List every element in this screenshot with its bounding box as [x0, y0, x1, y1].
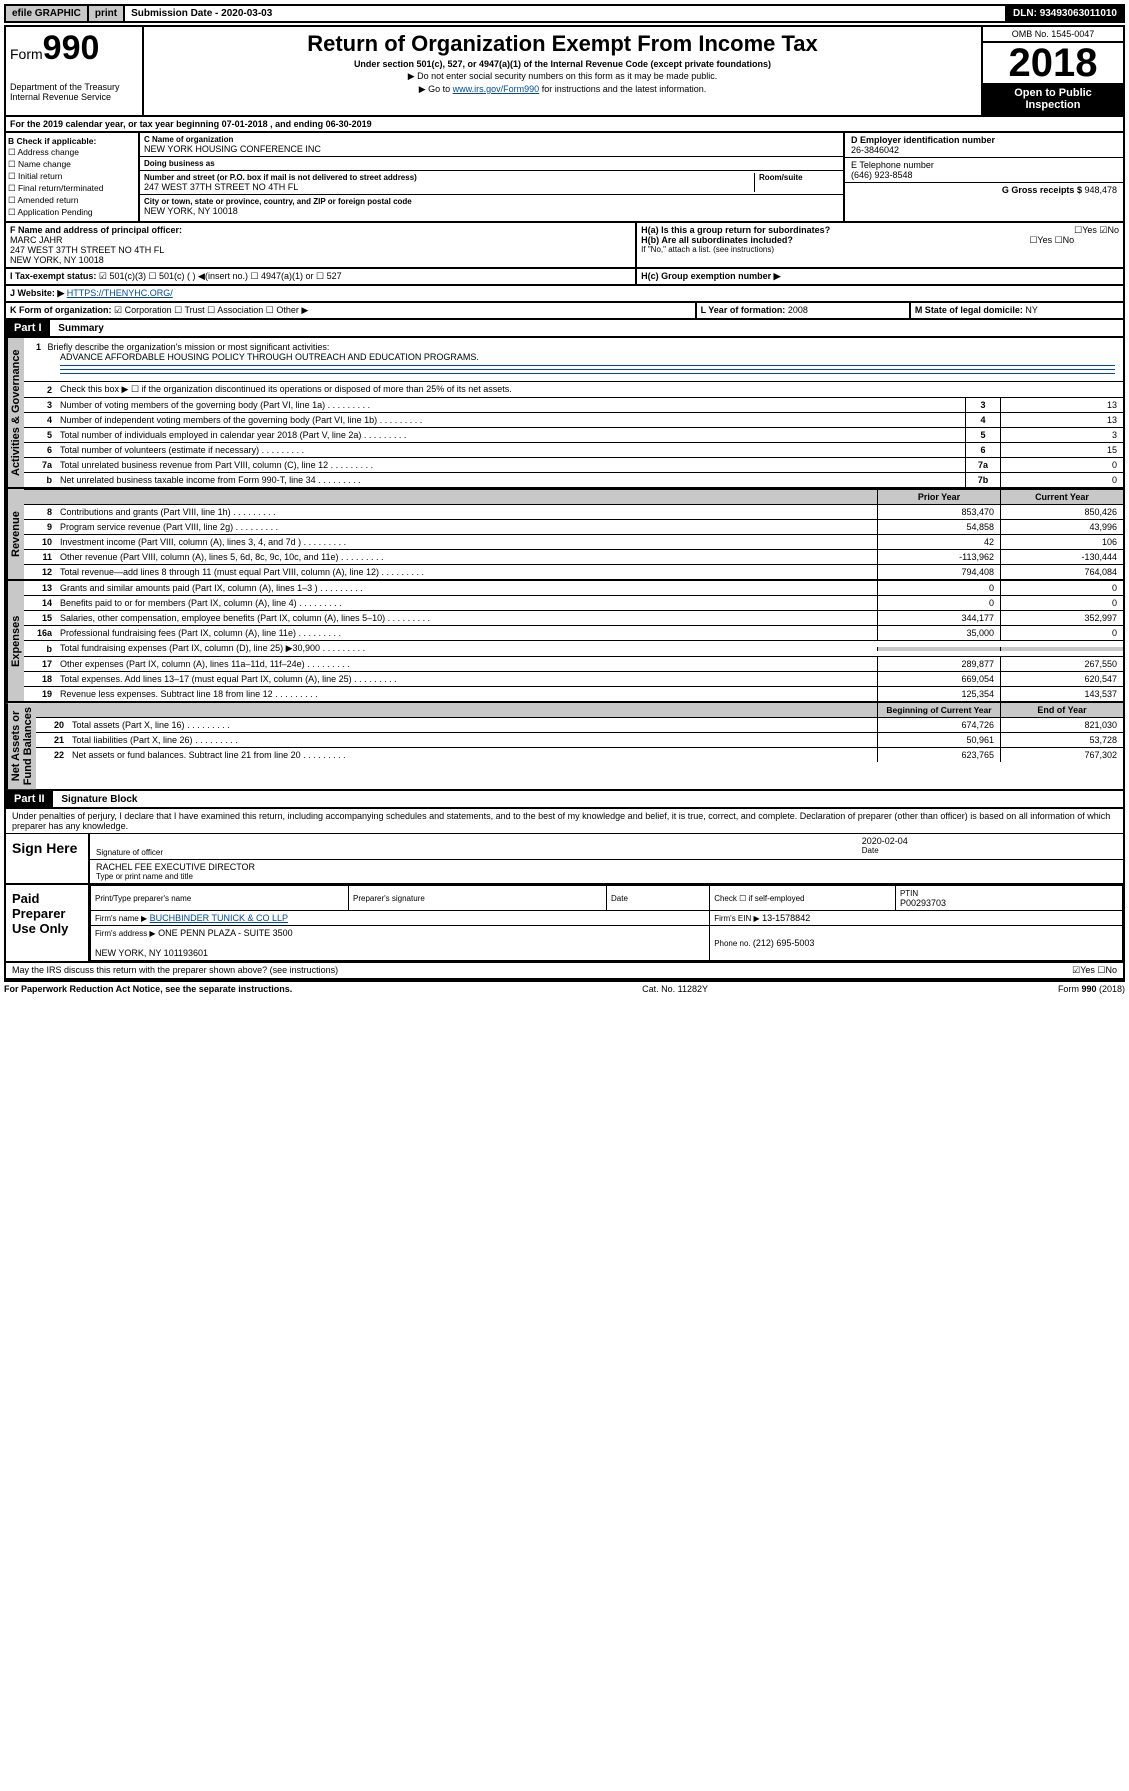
table-row: 7aTotal unrelated business revenue from … — [24, 458, 1123, 473]
table-row: 9Program service revenue (Part VIII, lin… — [24, 520, 1123, 535]
year-block: OMB No. 1545-0047 2018 Open to Public In… — [981, 27, 1123, 115]
table-row: 14Benefits paid to or for members (Part … — [24, 596, 1123, 611]
governance-section: Activities & Governance 1 Briefly descri… — [4, 338, 1125, 489]
check-name[interactable]: ☐ Name change — [8, 159, 136, 170]
domicile: NY — [1025, 305, 1038, 315]
ha-checks[interactable]: ☐Yes ☑No — [1074, 225, 1119, 236]
firm-phone: (212) 695-5003 — [753, 938, 815, 948]
section-a: B Check if applicable: ☐ Address change … — [4, 133, 1125, 223]
check-initial[interactable]: ☐ Initial return — [8, 171, 136, 182]
org-address: 247 WEST 37TH STREET NO 4TH FL — [144, 182, 754, 192]
table-row: 6Total number of volunteers (estimate if… — [24, 443, 1123, 458]
row-k: K Form of organization: ☑ Corporation ☐ … — [4, 303, 1125, 320]
revenue-section: Revenue Prior Year Current Year 8Contrib… — [4, 489, 1125, 581]
table-row: 5Total number of individuals employed in… — [24, 428, 1123, 443]
firm-ein: 13-1578842 — [762, 913, 810, 923]
table-row: bTotal fundraising expenses (Part IX, co… — [24, 641, 1123, 657]
table-row: 15Salaries, other compensation, employee… — [24, 611, 1123, 626]
org-name: NEW YORK HOUSING CONFERENCE INC — [144, 144, 839, 154]
form-subtitle: Under section 501(c), 527, or 4947(a)(1)… — [150, 59, 975, 69]
paid-prep-label: Paid Preparer Use Only — [6, 885, 88, 961]
table-row: 22Net assets or fund balances. Subtract … — [36, 748, 1123, 762]
sig-name: RACHEL FEE EXECUTIVE DIRECTOR — [96, 862, 255, 872]
row-f-h: F Name and address of principal officer:… — [4, 223, 1125, 269]
hb-checks[interactable]: ☐Yes ☐No — [1029, 235, 1074, 246]
dept-label: Department of the Treasury Internal Reve… — [10, 82, 138, 102]
period-row: For the 2019 calendar year, or tax year … — [4, 117, 1125, 133]
ptin: P00293703 — [900, 898, 946, 908]
open-public-badge: Open to Public Inspection — [983, 83, 1123, 115]
table-row: 4Number of independent voting members of… — [24, 413, 1123, 428]
preparer-table: Print/Type preparer's name Preparer's si… — [90, 885, 1123, 961]
table-row: 13Grants and similar amounts paid (Part … — [24, 581, 1123, 596]
side-revenue: Revenue — [6, 489, 24, 579]
form-header: Form990 Department of the Treasury Inter… — [4, 25, 1125, 117]
table-row: 18Total expenses. Add lines 13–17 (must … — [24, 672, 1123, 687]
form-title-block: Return of Organization Exempt From Incom… — [144, 27, 981, 115]
table-row: bNet unrelated business taxable income f… — [24, 473, 1123, 487]
sig-date: 2020-02-04 — [862, 836, 1117, 846]
table-row: 12Total revenue—add lines 8 through 11 (… — [24, 565, 1123, 579]
table-row: 3Number of voting members of the governi… — [24, 398, 1123, 413]
table-row: 19Revenue less expenses. Subtract line 1… — [24, 687, 1123, 701]
print-button[interactable]: print — [89, 6, 125, 21]
table-row: 8Contributions and grants (Part VIII, li… — [24, 505, 1123, 520]
ein: 26-3846042 — [851, 145, 1117, 155]
check-amended[interactable]: ☐ Amended return — [8, 195, 136, 206]
form-id-block: Form990 Department of the Treasury Inter… — [6, 27, 144, 115]
table-row: 10Investment income (Part VIII, column (… — [24, 535, 1123, 550]
check-final[interactable]: ☐ Final return/terminated — [8, 183, 136, 194]
discuss-checks[interactable]: ☑Yes ☐No — [1072, 965, 1117, 976]
side-governance: Activities & Governance — [6, 338, 24, 487]
submission-date: Submission Date - 2020-03-03 — [125, 6, 1007, 21]
col-b-checks: B Check if applicable: ☐ Address change … — [6, 133, 140, 221]
notice-ssn: ▶ Do not enter social security numbers o… — [150, 71, 975, 82]
row-j: J Website: ▶ HTTPS://THENYHC.ORG/ — [4, 286, 1125, 303]
top-bar: efile GRAPHIC print Submission Date - 20… — [4, 4, 1125, 23]
check-pending[interactable]: ☐ Application Pending — [8, 207, 136, 218]
col-c-org: C Name of organization NEW YORK HOUSING … — [140, 133, 845, 221]
org-city: NEW YORK, NY 10018 — [144, 206, 839, 216]
side-expenses: Expenses — [6, 581, 24, 701]
row-i: I Tax-exempt status: ☑ 501(c)(3) ☐ 501(c… — [4, 269, 1125, 286]
check-address[interactable]: ☐ Address change — [8, 147, 136, 158]
table-row: 17Other expenses (Part IX, column (A), l… — [24, 657, 1123, 672]
col-de: D Employer identification number 26-3846… — [845, 133, 1123, 221]
netassets-section: Net Assets or Fund Balances Beginning of… — [4, 703, 1125, 791]
part2-header: Part II Signature Block — [4, 791, 1125, 809]
side-netassets: Net Assets or Fund Balances — [6, 703, 36, 789]
year-formation: 2008 — [788, 305, 808, 315]
website-link[interactable]: HTTPS://THENYHC.ORG/ — [67, 288, 173, 298]
table-row: 20Total assets (Part X, line 16)674,7268… — [36, 718, 1123, 733]
irs-link[interactable]: www.irs.gov/Form990 — [453, 84, 540, 94]
table-row: 21Total liabilities (Part X, line 26)50,… — [36, 733, 1123, 748]
sign-here-label: Sign Here — [6, 834, 88, 883]
phone: (646) 923-8548 — [851, 170, 1117, 180]
mission-text: ADVANCE AFFORDABLE HOUSING POLICY THROUG… — [32, 352, 479, 362]
part1-header: Part I Summary — [4, 320, 1125, 338]
tax-status[interactable]: ☑ 501(c)(3) ☐ 501(c) ( ) ◀(insert no.) ☐… — [99, 271, 342, 281]
efile-label: efile GRAPHIC — [6, 6, 89, 21]
footer: For Paperwork Reduction Act Notice, see … — [4, 982, 1125, 996]
dln: DLN: 93493063011010 — [1007, 6, 1123, 21]
tax-year: 2018 — [983, 43, 1123, 83]
firm-link[interactable]: BUCHBINDER TUNICK & CO LLP — [150, 913, 288, 923]
table-row: 16aProfessional fundraising fees (Part I… — [24, 626, 1123, 641]
officer-name: MARC JAHR — [10, 235, 63, 245]
h-block: H(a) Is this a group return for subordin… — [635, 223, 1123, 267]
officer-addr: 247 WEST 37TH STREET NO 4TH FL NEW YORK,… — [10, 245, 164, 265]
perjury-text: Under penalties of perjury, I declare th… — [6, 809, 1123, 833]
table-row: 11Other revenue (Part VIII, column (A), … — [24, 550, 1123, 565]
notice-goto: ▶ Go to www.irs.gov/Form990 for instruct… — [150, 84, 975, 95]
gross-receipts: 948,478 — [1084, 185, 1117, 195]
signature-block: Under penalties of perjury, I declare th… — [4, 809, 1125, 982]
form-title: Return of Organization Exempt From Incom… — [150, 31, 975, 57]
expenses-section: Expenses 13Grants and similar amounts pa… — [4, 581, 1125, 703]
form-org-type[interactable]: ☑ Corporation ☐ Trust ☐ Association ☐ Ot… — [114, 305, 308, 315]
